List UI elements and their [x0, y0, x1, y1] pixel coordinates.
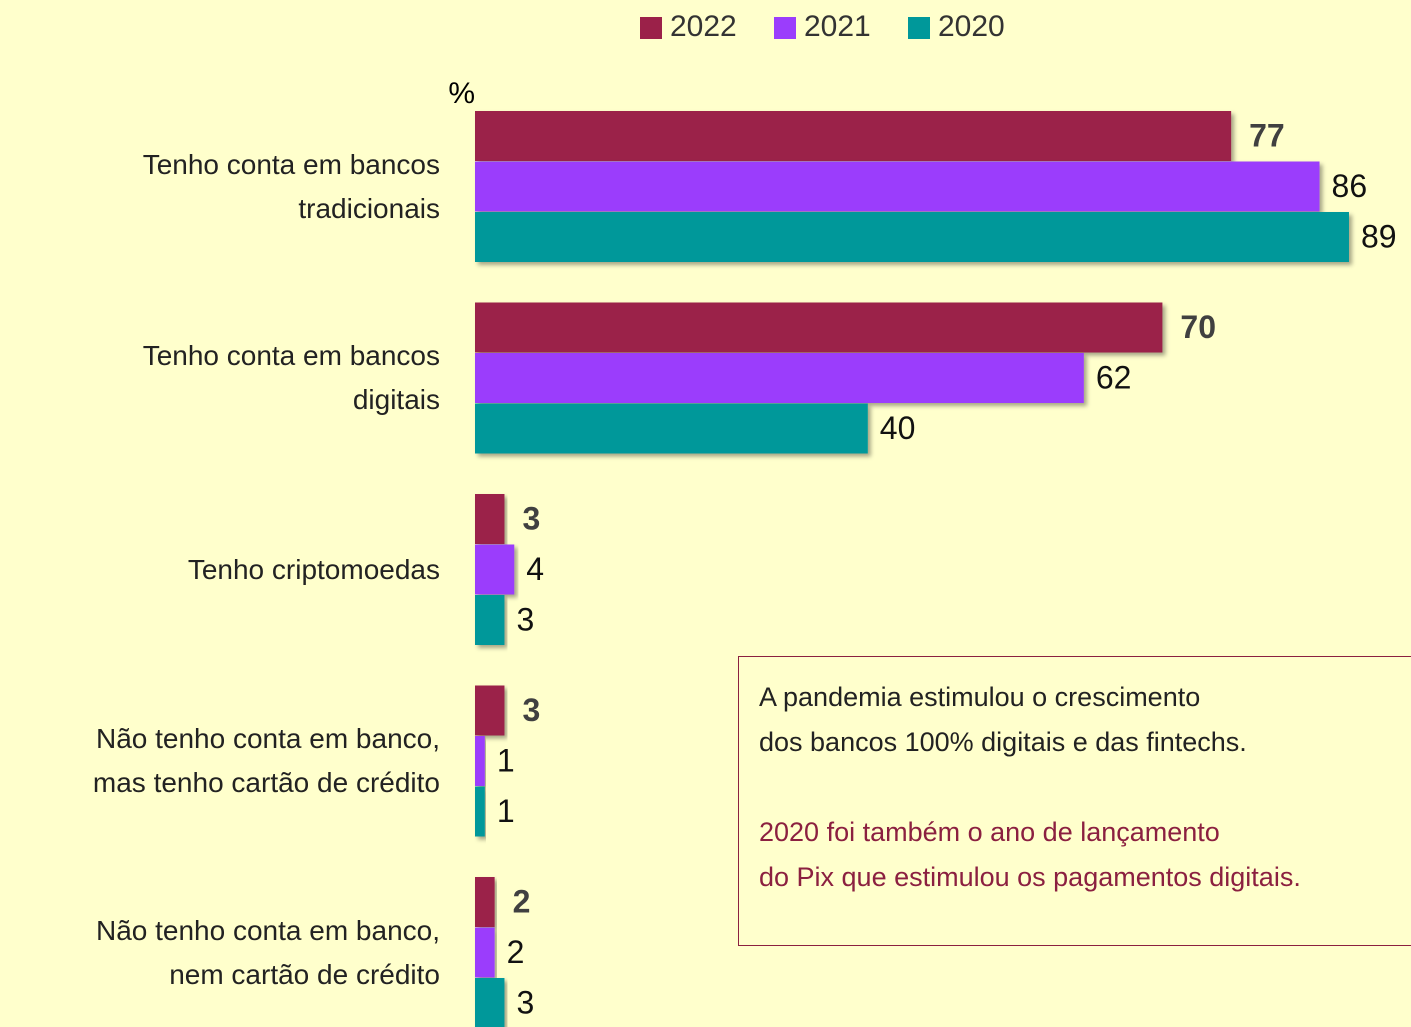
bar	[475, 353, 1084, 403]
bar	[475, 786, 485, 837]
legend-label: 2020	[938, 10, 1005, 43]
value-label: 70	[1180, 309, 1216, 345]
bar	[475, 161, 1320, 212]
bar	[475, 685, 505, 736]
value-label: 3	[522, 501, 540, 537]
category-label: Não tenho conta em banco, mas tenho cart…	[92, 723, 440, 799]
bar	[475, 302, 1163, 353]
value-label: 86	[1332, 168, 1368, 204]
value-label: 1	[497, 743, 515, 779]
bar	[475, 403, 868, 454]
value-label: 4	[526, 551, 544, 587]
bar	[475, 978, 505, 1027]
bar	[475, 544, 515, 595]
bar	[475, 927, 495, 978]
value-label: 89	[1361, 219, 1397, 255]
value-label: 3	[516, 602, 534, 638]
value-label: 40	[880, 410, 916, 446]
bar	[475, 595, 505, 645]
value-label: 2	[513, 884, 531, 920]
category-label: Tenho conta em bancos tradicionais	[142, 148, 440, 224]
value-label: 3	[522, 692, 540, 728]
category-label: Tenho criptomoedas	[187, 553, 440, 585]
category-label: Não tenho conta em banco, nem cartão de …	[95, 914, 440, 990]
legend-swatch	[908, 17, 930, 39]
legend-label: 2021	[804, 10, 871, 43]
bar	[475, 111, 1232, 161]
category-label: Tenho conta em bancos digitais	[142, 340, 440, 416]
axis-label: %	[448, 77, 475, 110]
value-label: 1	[497, 793, 515, 829]
value-label: 77	[1249, 118, 1285, 154]
legend-swatch	[640, 17, 662, 39]
bar	[475, 736, 485, 786]
value-label: 2	[507, 934, 525, 970]
bar	[475, 877, 495, 927]
annotation: A pandemia estimulou o crescimento dos b…	[759, 682, 1247, 757]
value-label: 3	[516, 985, 534, 1021]
value-label: 62	[1096, 360, 1132, 396]
bar	[475, 212, 1349, 262]
legend-swatch	[774, 17, 796, 39]
legend-label: 2022	[670, 10, 737, 43]
annotation: 2020 foi também o ano de lançamento do P…	[759, 817, 1301, 892]
annotation-box: A pandemia estimulou o crescimento dos b…	[738, 656, 1411, 946]
bar	[475, 494, 505, 544]
